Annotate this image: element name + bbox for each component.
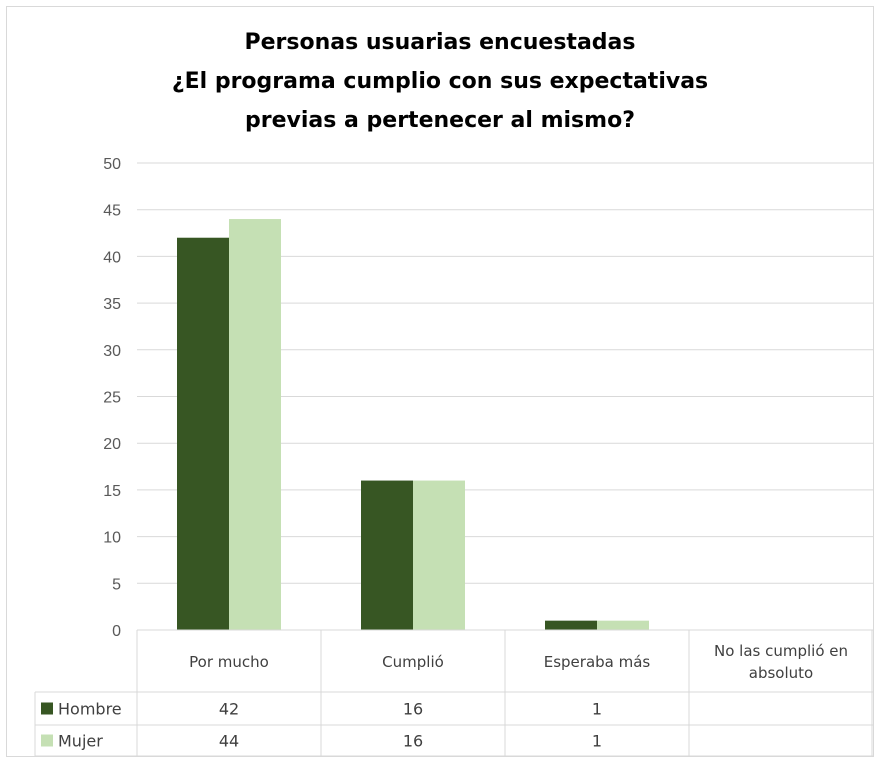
legend-label-mujer: Mujer — [58, 732, 103, 751]
y-tick-label: 25 — [103, 390, 121, 407]
y-tick-label: 10 — [103, 530, 121, 547]
chart-title-line: Personas usuarias encuestadas — [245, 30, 636, 55]
category-label: Por mucho — [189, 653, 269, 671]
bar-mujer-1 — [229, 219, 281, 631]
data-table-value: 42 — [219, 700, 239, 719]
bar-hombre-1 — [177, 237, 229, 630]
data-table-value: 1 — [592, 700, 602, 719]
y-tick-label: 30 — [103, 343, 121, 360]
data-table-value: 16 — [403, 700, 423, 719]
chart-frame: Personas usuarias encuestadas ¿El program… — [6, 6, 874, 757]
category-label: No las cumplió en — [714, 642, 848, 660]
bar-chart: Personas usuarias encuestadas ¿El program… — [34, 30, 873, 756]
legend-key-hombre — [41, 702, 53, 715]
y-tick-label: 5 — [112, 576, 121, 593]
y-tick-label: 40 — [103, 249, 121, 266]
chart-title-line: ¿El programa cumplio con sus expectativa… — [172, 69, 708, 94]
data-table-value: 44 — [219, 732, 239, 751]
bar-mujer-3 — [597, 620, 649, 630]
data-table-value: 1 — [592, 732, 602, 751]
legend-key-mujer — [41, 734, 53, 747]
y-tick-label: 50 — [103, 156, 121, 173]
chart-title-line: previas a pertenecer al mismo? — [245, 108, 635, 133]
legend-label-hombre: Hombre — [58, 700, 122, 719]
y-tick-label: 45 — [103, 203, 121, 220]
y-tick-label: 0 — [112, 623, 121, 640]
category-label: Esperaba más — [544, 653, 651, 671]
bar-mujer-2 — [413, 480, 465, 630]
category-label: Cumplió — [382, 653, 444, 671]
bar-hombre-3 — [545, 620, 597, 630]
y-tick-label: 15 — [103, 483, 121, 500]
y-tick-label: 20 — [103, 436, 121, 453]
data-table-value: 16 — [403, 732, 423, 751]
category-label: absoluto — [749, 664, 813, 682]
y-tick-label: 35 — [103, 296, 121, 313]
bar-hombre-2 — [361, 480, 413, 630]
